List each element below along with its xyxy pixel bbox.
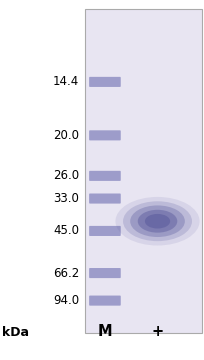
Text: 26.0: 26.0	[53, 169, 79, 183]
Text: 33.0: 33.0	[53, 192, 79, 205]
Ellipse shape	[144, 214, 169, 229]
FancyBboxPatch shape	[89, 77, 120, 87]
Text: 66.2: 66.2	[52, 266, 79, 280]
Text: M: M	[97, 324, 112, 339]
Ellipse shape	[137, 210, 176, 233]
FancyBboxPatch shape	[89, 296, 120, 306]
Text: 20.0: 20.0	[53, 129, 79, 142]
FancyBboxPatch shape	[89, 194, 120, 204]
Text: 14.4: 14.4	[52, 75, 79, 89]
Text: 45.0: 45.0	[53, 224, 79, 238]
Text: kDa: kDa	[2, 327, 29, 339]
FancyBboxPatch shape	[89, 268, 120, 278]
FancyBboxPatch shape	[89, 130, 120, 140]
Text: +: +	[151, 324, 163, 339]
Bar	[85, 9, 201, 333]
Ellipse shape	[115, 197, 199, 246]
Ellipse shape	[122, 201, 191, 241]
FancyBboxPatch shape	[89, 171, 120, 181]
Ellipse shape	[130, 206, 184, 237]
Text: 94.0: 94.0	[53, 294, 79, 307]
FancyBboxPatch shape	[89, 226, 120, 236]
